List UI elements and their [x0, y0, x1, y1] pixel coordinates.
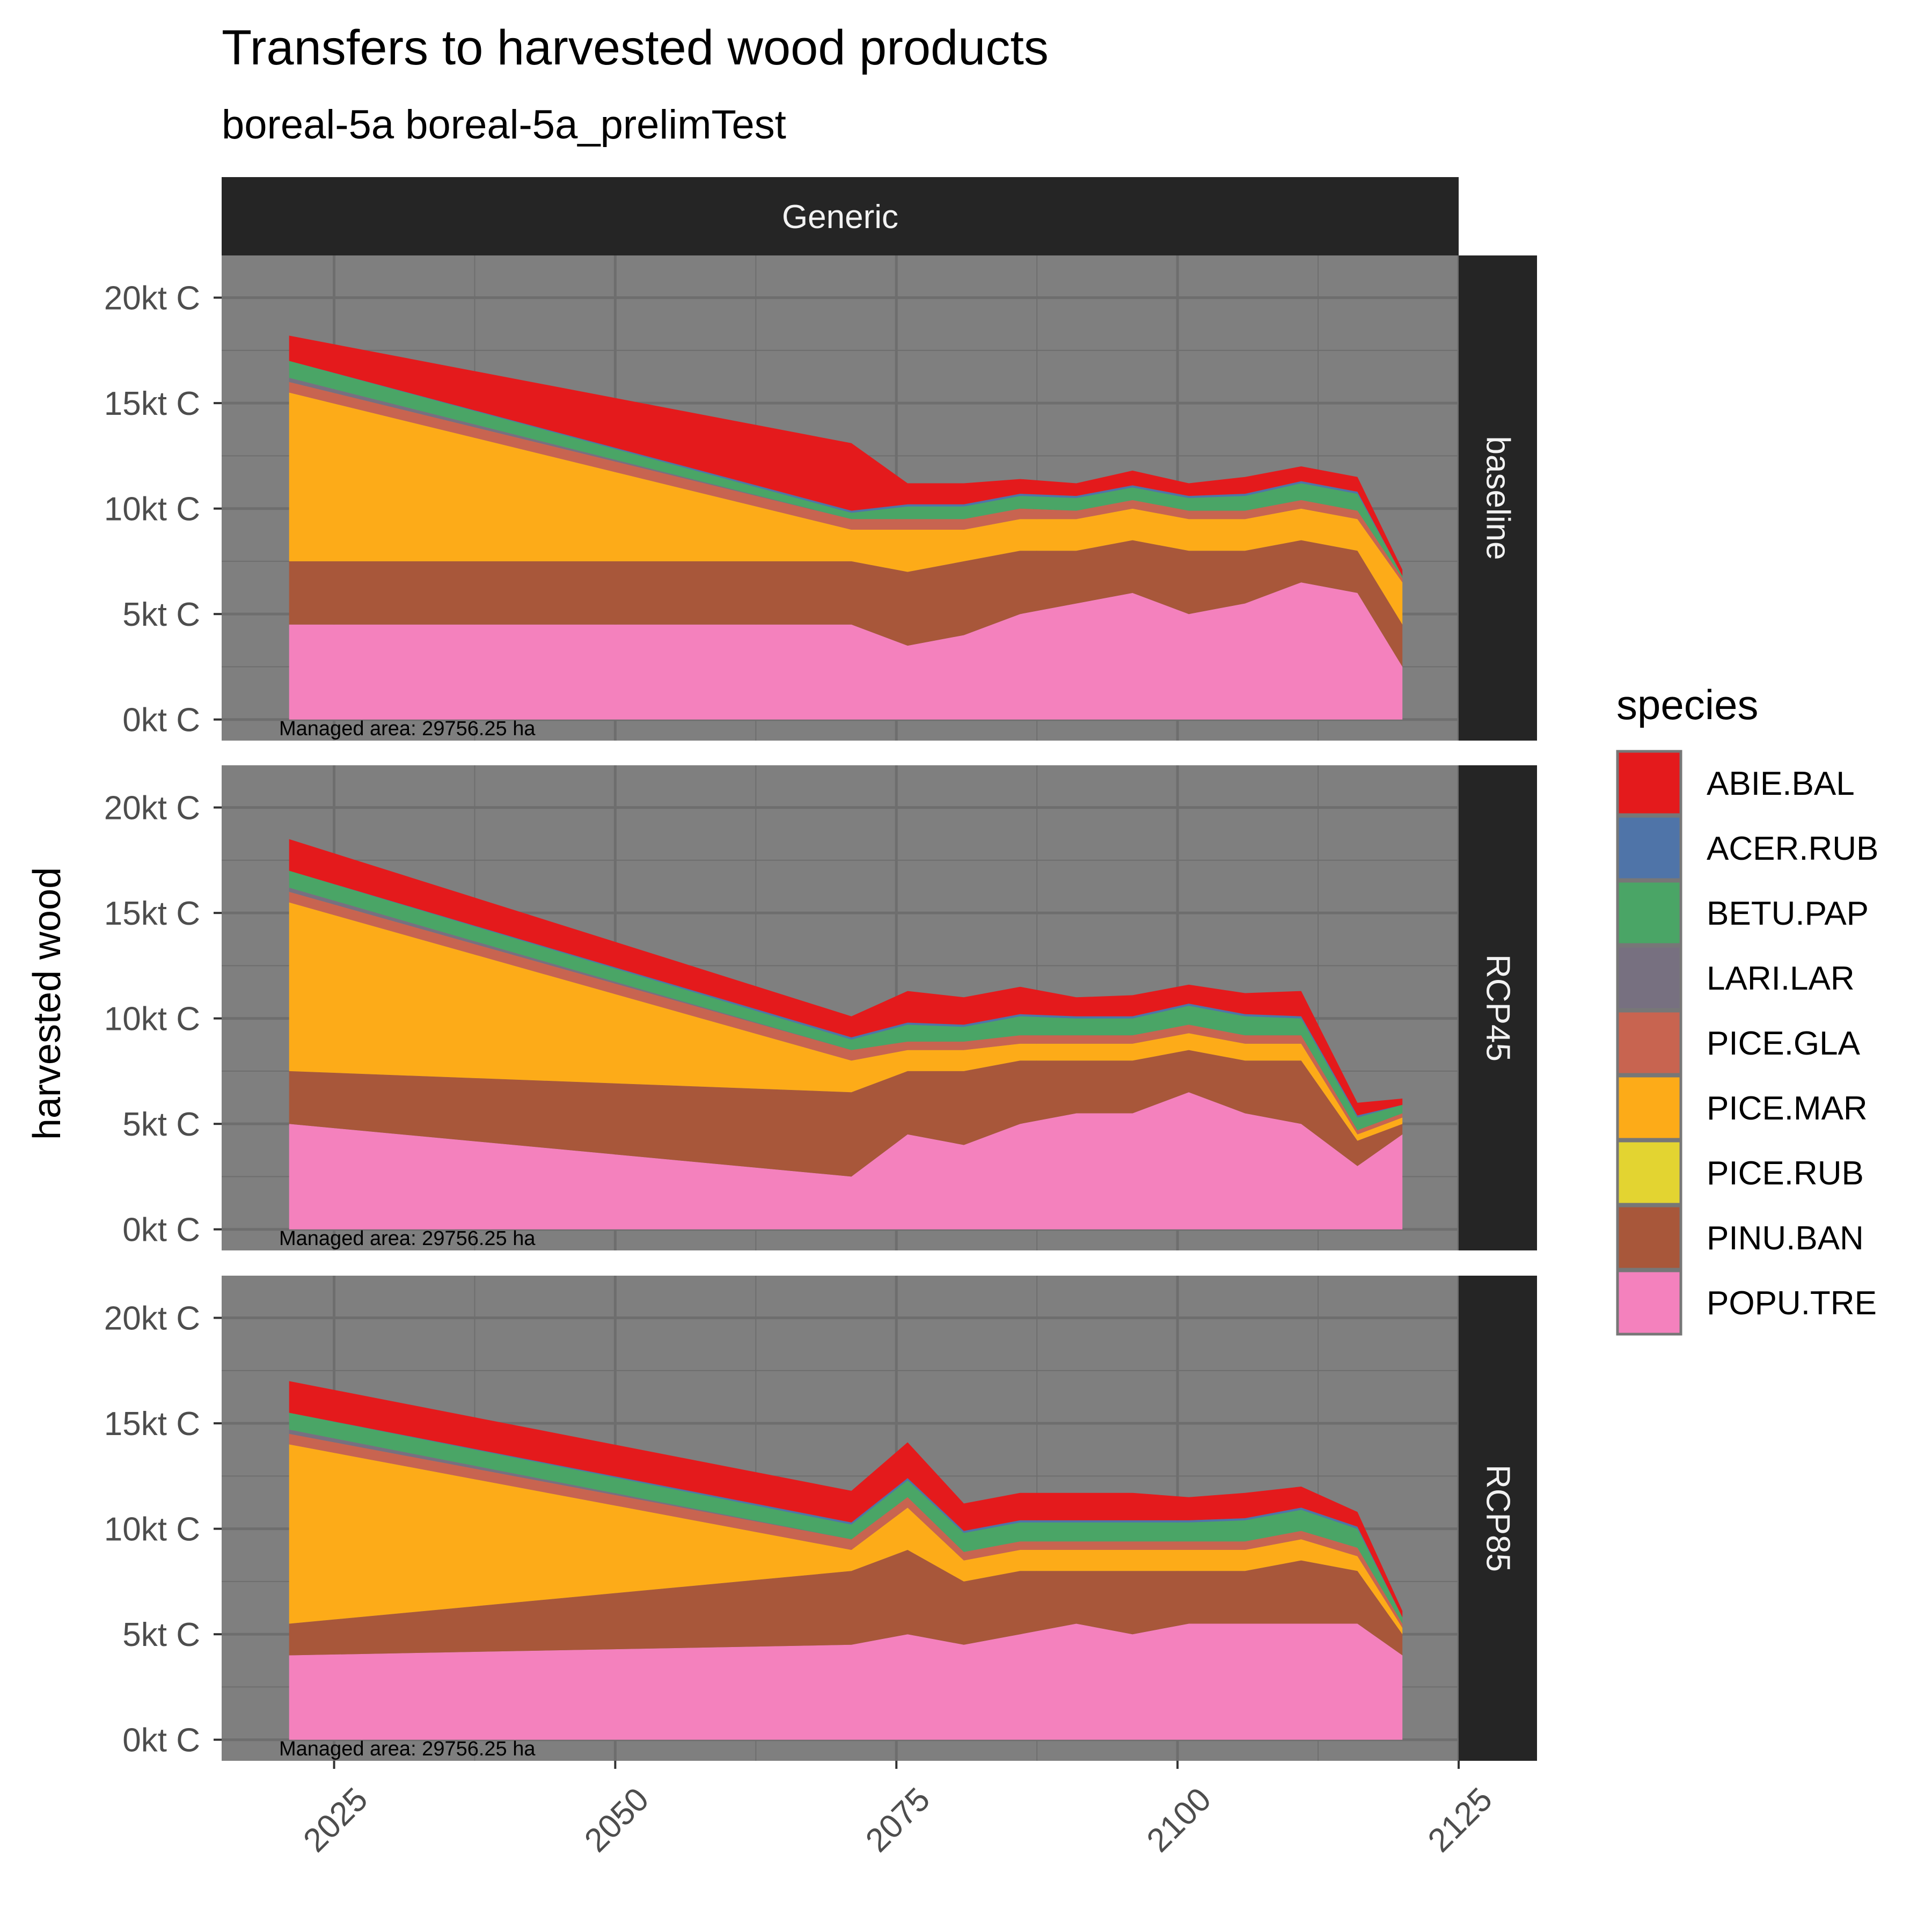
area-pice-mar: [289, 902, 1403, 1141]
legend-key: [1616, 1204, 1682, 1271]
legend-item-label: ABIE.BAL: [1707, 765, 1855, 802]
legend-key: [1616, 815, 1682, 881]
managed-area-note: Managed area: 29756.25 ha: [279, 1227, 536, 1250]
legend-key: [1616, 1269, 1682, 1336]
facet-strip-label: baseline: [1480, 436, 1517, 560]
area-abie-bal: [289, 335, 1403, 576]
facet-panels: Generic Managed area: 29756.25 ha 0kt C 5kt…: [104, 177, 1537, 1761]
area-pice-mar: [289, 1444, 1403, 1635]
panel-RCP45: Managed area: 29756.25 ha 0kt C 5kt C 10kt …: [104, 765, 1537, 1250]
area-popu-tre: [289, 582, 1403, 720]
managed-area-note: Managed area: 29756.25 ha: [279, 718, 536, 740]
legend: species ABIE.BAL ACER.RUB BETU.PAP LARI.LAR P…: [1616, 681, 1878, 1336]
facet-strip-top-label: Generic: [782, 199, 898, 236]
facet-strip-label: RCP45: [1480, 954, 1517, 1062]
area-pinu-ban: [289, 1550, 1403, 1656]
panel-baseline: Managed area: 29756.25 ha 0kt C 5kt C 10kt …: [104, 255, 1537, 741]
area-pice-mar: [289, 392, 1403, 625]
y-tick-label: 20kt C: [104, 1300, 200, 1337]
managed-area-note: Managed area: 29756.25 ha: [279, 1738, 536, 1760]
area-abie-bal: [289, 1381, 1403, 1618]
y-tick-label: 20kt C: [104, 280, 200, 317]
facet-strip-label: RCP85: [1480, 1465, 1517, 1572]
legend-item-label: PICE.RUB: [1707, 1155, 1864, 1192]
legend-key: [1616, 1009, 1682, 1076]
y-tick-label: 0kt C: [122, 1722, 200, 1759]
y-tick-label: 15kt C: [104, 385, 200, 422]
area-popu-tre: [289, 1623, 1403, 1740]
y-tick-label: 10kt C: [104, 1511, 200, 1548]
legend-key: [1616, 945, 1682, 1011]
y-tick-label: 10kt C: [104, 1001, 200, 1038]
y-tick-label: 10kt C: [104, 491, 200, 528]
y-tick-label: 20kt C: [104, 790, 200, 827]
legend-key: [1616, 750, 1682, 816]
legend-item-label: ACER.RUB: [1707, 830, 1878, 867]
facet-strip-right: [1459, 255, 1537, 741]
area-pinu-ban: [289, 540, 1403, 667]
chart-title: Transfers to harvested wood products: [222, 20, 1049, 75]
legend-item-label: PINU.BAN: [1707, 1220, 1864, 1257]
legend-key: [1616, 880, 1682, 946]
legend-key: [1616, 1139, 1682, 1206]
facet-strip-top: [222, 177, 1459, 255]
y-tick-label: 0kt C: [122, 702, 200, 739]
y-tick-label: 15kt C: [104, 1406, 200, 1443]
legend-item-label: BETU.PAP: [1707, 895, 1869, 932]
chart-subtitle: boreal-5a boreal-5a_prelimTest: [222, 102, 786, 148]
area-pinu-ban: [289, 1050, 1403, 1177]
y-tick-label: 5kt C: [122, 596, 200, 633]
panel-RCP85: Managed area: 29756.25 ha 0kt C 5kt C 10kt …: [104, 1276, 1537, 1761]
y-tick-label: 15kt C: [104, 895, 200, 932]
facet-strip-right: [1459, 1276, 1537, 1761]
y-axis-label: harvested wood: [26, 867, 69, 1140]
legend-title: species: [1616, 681, 1758, 728]
legend-item-label: POPU.TRE: [1707, 1285, 1877, 1322]
y-tick-label: 5kt C: [122, 1616, 200, 1653]
legend-item-label: PICE.MAR: [1707, 1090, 1868, 1127]
area-popu-tre: [289, 1092, 1403, 1230]
facet-strip-right: [1459, 765, 1537, 1250]
y-tick-label: 0kt C: [122, 1212, 200, 1249]
legend-key: [1616, 1074, 1682, 1141]
legend-item-label: LARI.LAR: [1707, 960, 1855, 997]
y-tick-label: 5kt C: [122, 1106, 200, 1143]
legend-item-label: PICE.GLA: [1707, 1025, 1861, 1062]
